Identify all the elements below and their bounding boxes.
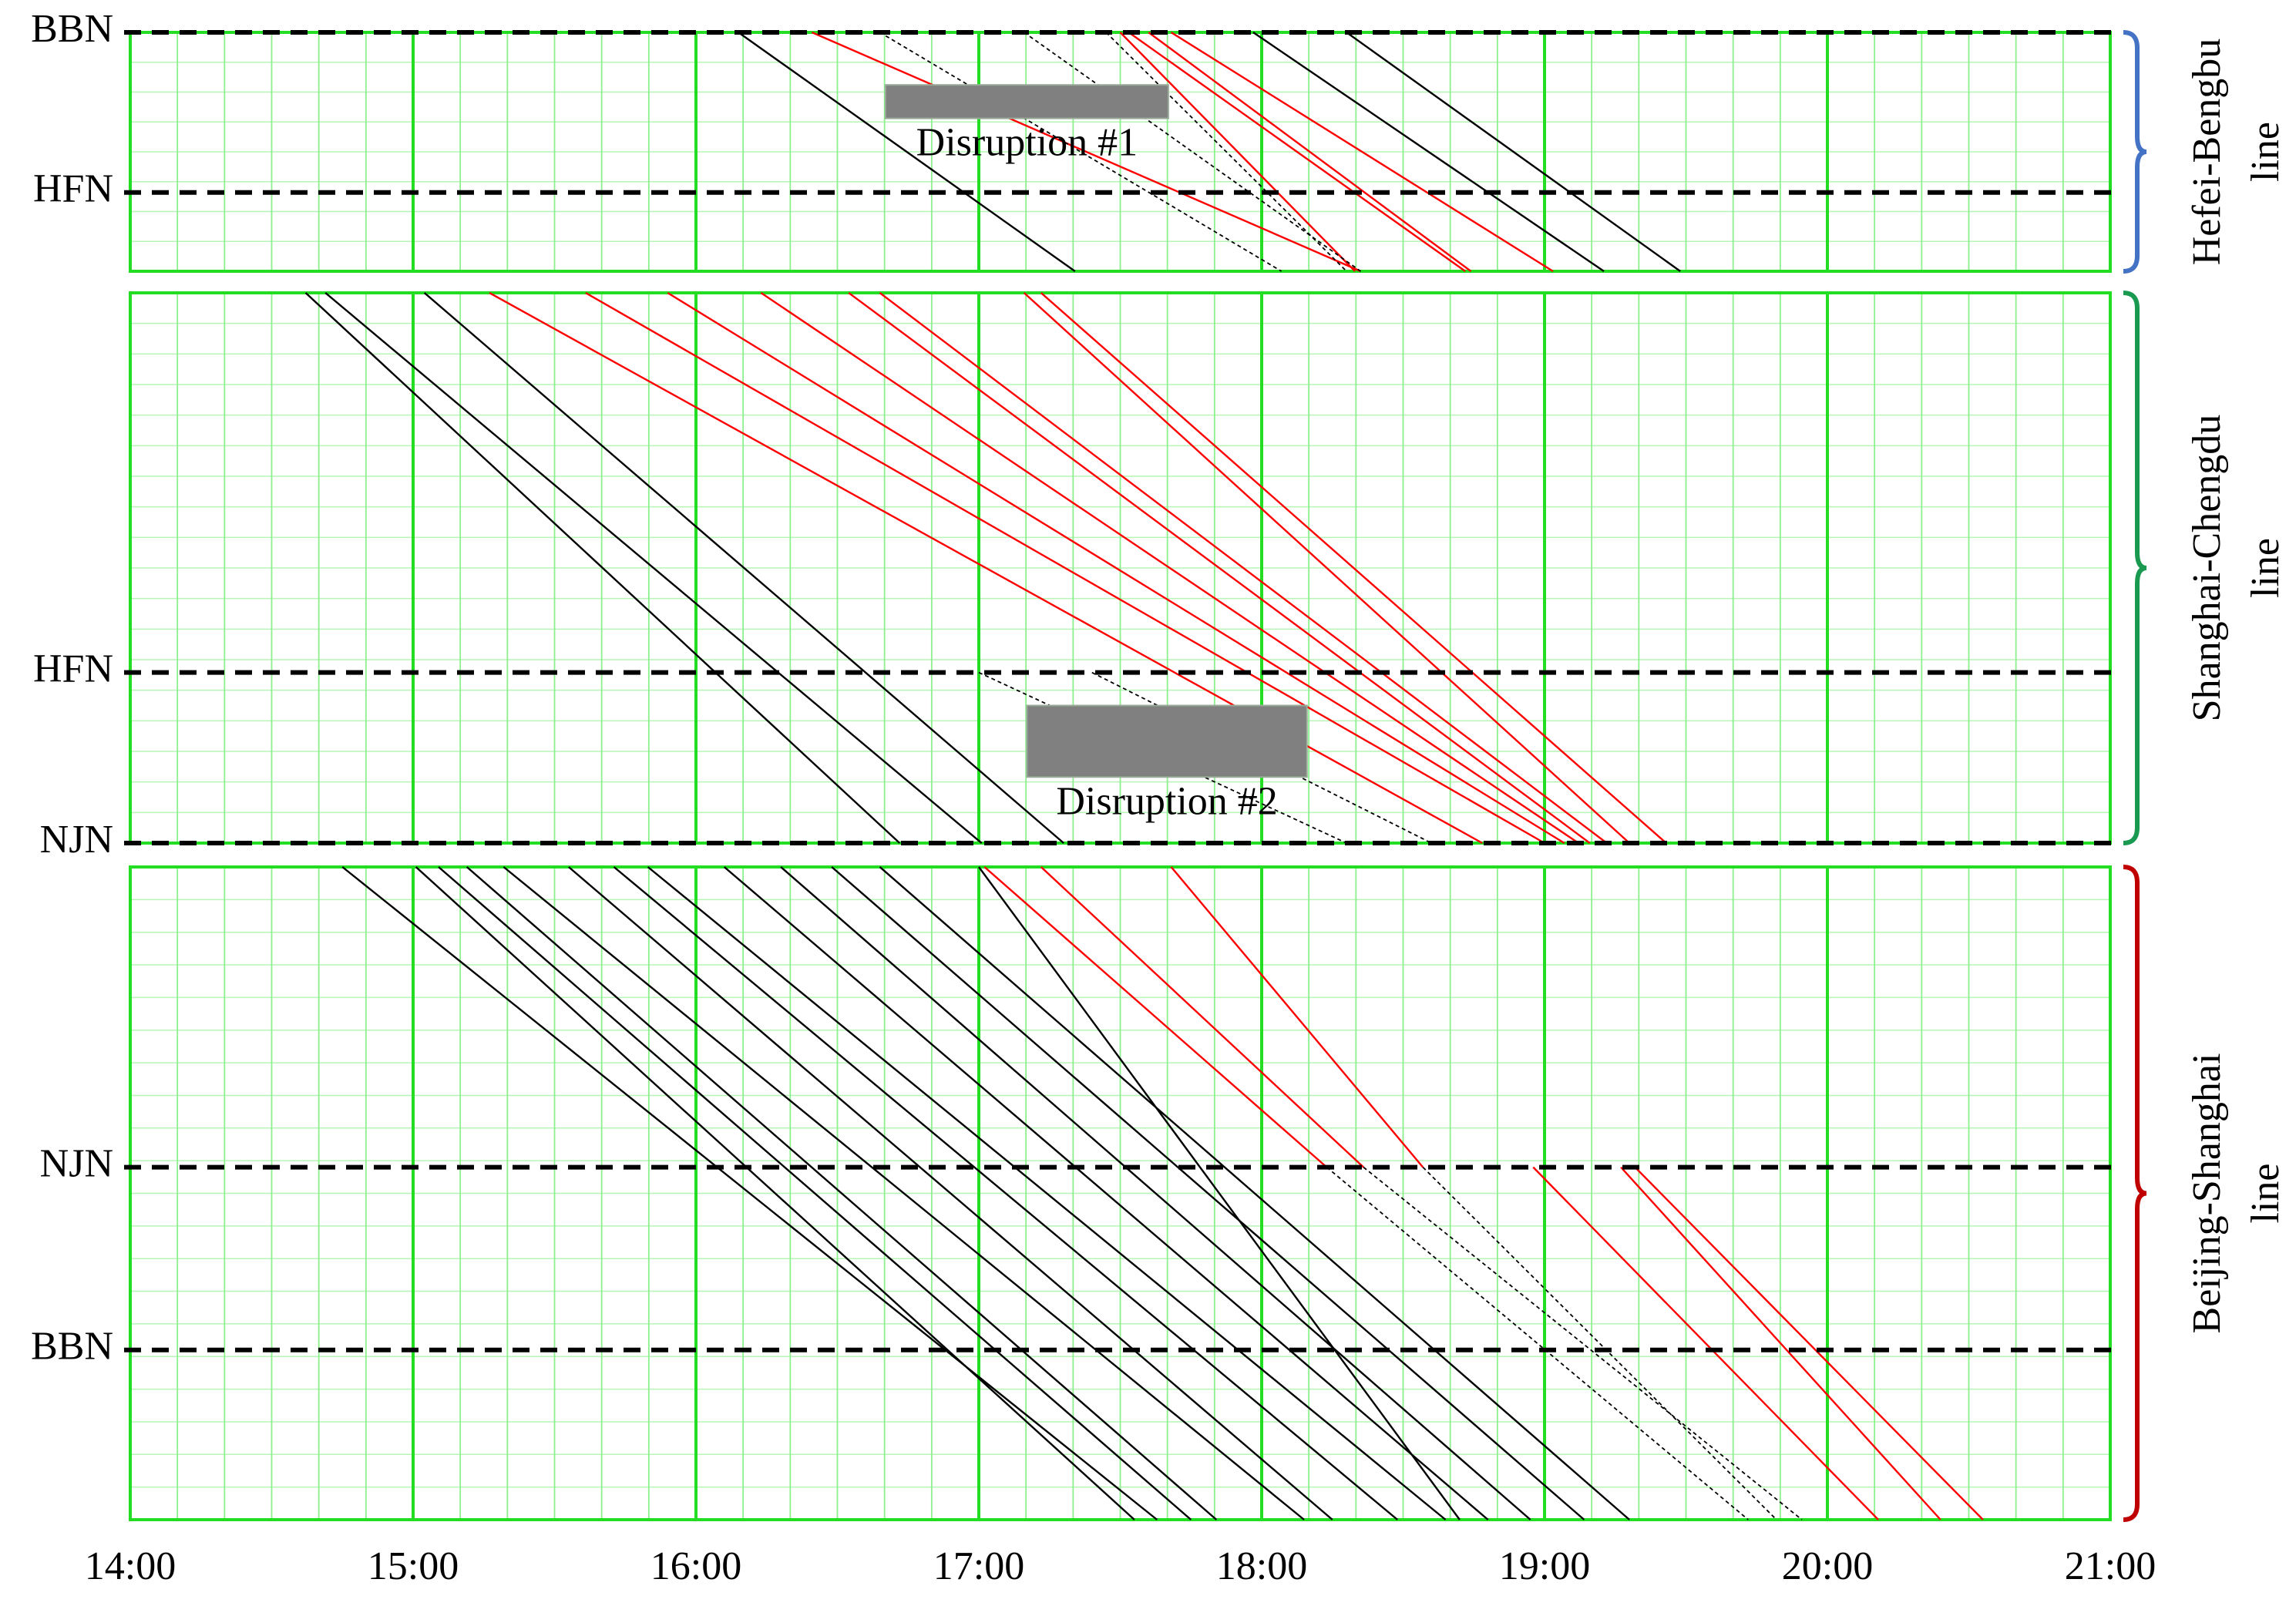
panel-border (129, 291, 2112, 845)
train-path (738, 32, 1076, 272)
train-path (304, 292, 901, 844)
train-path (1363, 1166, 1803, 1520)
train-path (1040, 866, 1364, 1168)
train-path (1105, 32, 1347, 272)
train-path (879, 292, 1608, 844)
train-path (1532, 1166, 1879, 1520)
train-path (831, 866, 1585, 1520)
train-path (1170, 31, 1554, 273)
train-path (1326, 1166, 1749, 1520)
train-path (1170, 866, 1424, 1168)
train-path (848, 292, 1591, 844)
bracket (2123, 30, 2147, 274)
line-label: Shanghai-Chengdu (2185, 415, 2229, 722)
train-path (1634, 1166, 1984, 1520)
station-label: NJN (40, 818, 113, 862)
disruption-box (884, 84, 1169, 119)
station-label: BBN (31, 7, 113, 51)
train-path (1422, 1166, 1777, 1520)
station-label: BBN (31, 1325, 113, 1369)
bracket (2123, 865, 2147, 1522)
train-path (811, 31, 1361, 273)
bracket (2123, 291, 2147, 845)
train-path (1148, 32, 1472, 272)
station-label: HFN (33, 167, 113, 211)
line-label: line (2244, 1164, 2288, 1224)
line-label: Hefei-Bengbu (2185, 39, 2229, 266)
train-path (983, 866, 1328, 1168)
train-path (723, 866, 1489, 1520)
train-path (503, 866, 1305, 1520)
train-path (423, 292, 1064, 844)
line-label: Beijing-Shanghai (2185, 1053, 2229, 1334)
train-path (1128, 32, 1466, 272)
x-tick-label: 16:00 (650, 1544, 741, 1588)
disruption-label: Disruption #2 (1056, 779, 1277, 823)
panel-border (129, 865, 2112, 1521)
line-label: line (2244, 122, 2288, 182)
train-path (1346, 32, 1681, 272)
line-label: line (2244, 538, 2288, 598)
train-path (1620, 1166, 1941, 1520)
train-path (879, 32, 1282, 272)
train-path (341, 866, 1158, 1520)
x-tick-label: 15:00 (368, 1544, 459, 1588)
train-path (415, 866, 1135, 1520)
x-tick-label: 20:00 (1782, 1544, 1873, 1588)
train-path (1119, 32, 1356, 272)
train-path (568, 866, 1333, 1520)
train-path (324, 292, 983, 844)
train-path (647, 866, 1447, 1520)
x-tick-label: 19:00 (1499, 1544, 1590, 1588)
x-tick-label: 17:00 (933, 1544, 1024, 1588)
train-path (760, 292, 1579, 844)
train-path (1252, 32, 1605, 272)
disruption-label: Disruption #1 (916, 121, 1138, 165)
x-tick-label: 18:00 (1216, 1544, 1307, 1588)
train-path (466, 866, 1218, 1520)
train-path (879, 866, 1630, 1520)
train-path (489, 291, 1483, 845)
train-path (438, 866, 1192, 1520)
train-path (1040, 292, 1667, 844)
train-path (1023, 292, 1630, 844)
train-path (780, 866, 1531, 1520)
train-path (613, 866, 1398, 1520)
x-tick-label: 14:00 (85, 1544, 176, 1588)
disruption-box (1026, 704, 1308, 778)
train-path (585, 291, 1545, 845)
x-tick-label: 21:00 (2065, 1544, 2156, 1588)
station-label: HFN (33, 647, 113, 691)
train-path (978, 866, 1461, 1520)
train-path (667, 291, 1565, 845)
station-label: NJN (40, 1142, 113, 1186)
